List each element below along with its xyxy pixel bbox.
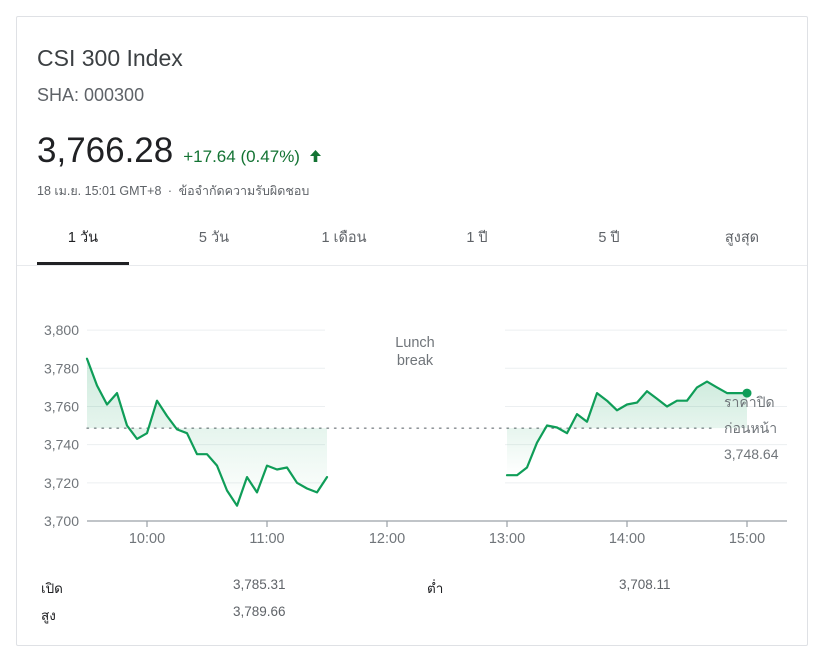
x-tick-label: 10:00 <box>129 531 165 547</box>
series-line-segment-2 <box>505 380 749 477</box>
stat-open-label: เปิด <box>41 581 63 596</box>
x-tick-label: 11:00 <box>249 531 284 547</box>
tab-1-month[interactable]: 1 เดือน <box>321 230 367 246</box>
y-tick-label: 3,800 <box>44 322 79 338</box>
stock-card: CSI 300 Index SHA: 000300 3,766.28 +17.6… <box>16 16 808 646</box>
lunch-break-gap <box>325 291 505 519</box>
meta-separator: · <box>167 184 173 198</box>
price-chart[interactable]: 3,800 3,780 3,760 3,740 3,720 3,700 Lunch break… <box>17 17 807 567</box>
disclaimer-link[interactable]: ข้อจำกัดความรับผิดชอบ <box>178 184 310 198</box>
lunch-break-label: break <box>397 353 434 369</box>
arrow-up-icon <box>309 148 322 168</box>
current-price: 3,766.28 <box>37 131 174 170</box>
y-tick-label: 3,700 <box>44 513 79 529</box>
index-title: CSI 300 Index <box>37 45 183 71</box>
price-change: +17.64 (0.47%) <box>183 147 321 168</box>
last-price-dot <box>742 388 752 398</box>
stat-high-label: สูง <box>41 608 56 623</box>
previous-close-value: 3,748.64 <box>724 446 779 462</box>
tab-5-day[interactable]: 5 วัน <box>198 230 230 246</box>
x-tick-label: 15:00 <box>729 531 765 547</box>
previous-close-label: ก่อนหน้า <box>724 420 777 436</box>
x-tick-label: 14:00 <box>609 531 645 547</box>
price-change-text: +17.64 (0.47%) <box>183 147 300 166</box>
ticker-symbol: SHA: 000300 <box>37 85 145 105</box>
stat-low-label: ต่ำ <box>427 581 444 596</box>
lunch-break-label: Lunch <box>395 335 435 351</box>
tab-1-day[interactable]: 1 วัน <box>67 230 99 246</box>
y-tick-label: 3,780 <box>44 360 79 376</box>
price-timestamp-row: 18 เม.ย. 15:01 GMT+8 · ข้อจำกัดความรับผิ… <box>37 181 309 201</box>
stat-high-value: 3,789.66 <box>233 604 286 619</box>
tab-5-year[interactable]: 5 ปี <box>598 230 620 246</box>
series-line-segment-1 <box>85 357 329 507</box>
y-tick-label: 3,740 <box>44 437 79 453</box>
stat-low-value: 3,708.11 <box>619 577 671 592</box>
x-tick-label: 13:00 <box>489 531 525 547</box>
tabs-divider <box>17 265 807 266</box>
price-row: 3,766.28 +17.64 (0.47%) <box>37 131 322 175</box>
tab-1-year[interactable]: 1 ปี <box>466 230 488 246</box>
previous-close-label: ราคาปิด <box>724 394 775 410</box>
active-tab-indicator <box>37 262 129 265</box>
series-area-segment-1 <box>87 358 327 506</box>
y-tick-label: 3,760 <box>44 398 79 414</box>
series-area-segment-2 <box>507 381 747 476</box>
y-tick-label: 3,720 <box>44 475 79 491</box>
price-timestamp: 18 เม.ย. 15:01 GMT+8 <box>37 184 162 198</box>
tab-max[interactable]: สูงสุด <box>724 230 760 246</box>
range-tabs: 1 วัน 5 วัน 1 เดือน 1 ปี 5 ปี สูงสุด <box>37 227 807 265</box>
x-tick-label: 12:00 <box>369 531 405 547</box>
stat-open-value: 3,785.31 <box>233 577 286 592</box>
